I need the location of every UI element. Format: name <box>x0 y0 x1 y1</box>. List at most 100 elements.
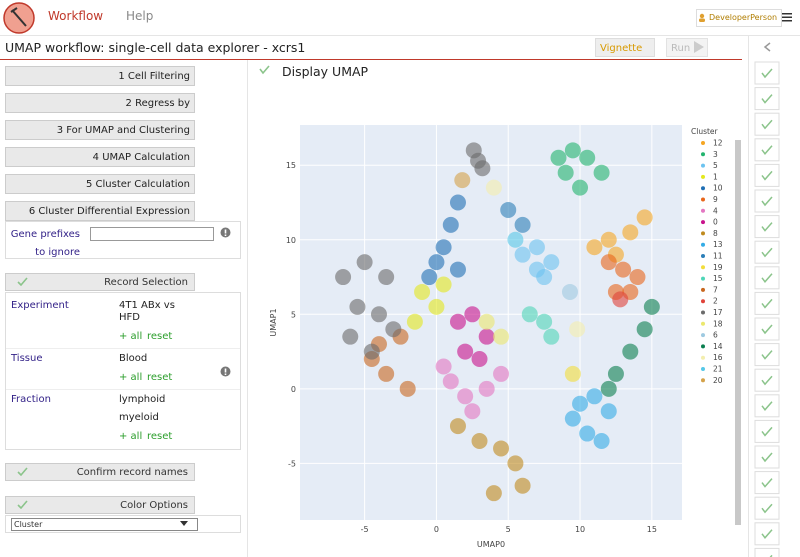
legend-label: 3 <box>713 150 718 159</box>
legend-label: 21 <box>713 365 723 374</box>
legend-label: 1 <box>713 172 718 181</box>
nav-workflow[interactable]: Workflow <box>48 9 104 23</box>
point <box>378 365 395 382</box>
field-value[interactable]: Blood <box>119 353 148 364</box>
point <box>593 433 610 449</box>
scrollbar[interactable] <box>735 140 741 525</box>
run-button[interactable]: Run <box>666 38 708 57</box>
point <box>435 358 452 375</box>
confirm-header[interactable]: Confirm record names <box>5 463 195 481</box>
field-label: Fraction <box>11 394 51 405</box>
menu-icon[interactable] <box>782 12 792 22</box>
reset-link[interactable]: reset <box>147 372 173 383</box>
point <box>521 306 538 323</box>
color-options-box <box>5 515 241 533</box>
point <box>600 380 617 397</box>
all-link[interactable]: + all <box>119 331 143 342</box>
point <box>593 164 610 181</box>
step-button[interactable]: 6 Cluster Differential Expression <box>5 201 195 221</box>
collapse-icon[interactable] <box>763 42 771 52</box>
point <box>543 328 560 345</box>
point <box>478 380 495 397</box>
point <box>636 321 653 338</box>
check-icon <box>761 273 773 283</box>
legend-marker <box>701 310 705 315</box>
point <box>586 388 603 405</box>
y-tick-label: -5 <box>288 459 296 468</box>
step-button[interactable]: 4 UMAP Calculation <box>5 147 195 167</box>
legend-marker <box>701 344 705 349</box>
title-underline <box>0 59 742 60</box>
reset-link[interactable]: reset <box>147 331 173 342</box>
reset-link[interactable]: reset <box>147 431 173 442</box>
point <box>449 313 466 330</box>
user-button[interactable]: DeveloperPerson <box>696 9 783 27</box>
record-selection-header[interactable]: Record Selection <box>5 273 195 291</box>
point <box>349 298 366 315</box>
legend-label: 8 <box>713 229 718 238</box>
point <box>449 261 466 278</box>
legend-label: 6 <box>713 331 718 340</box>
step-button[interactable]: 1 Cell Filtering <box>5 66 195 86</box>
step-status <box>754 112 780 136</box>
step-status <box>754 138 780 162</box>
gene-prefix-input[interactable] <box>90 227 214 241</box>
color-options-header[interactable]: Color Options <box>5 496 195 514</box>
plot-title: Display UMAP <box>282 64 369 79</box>
step-button[interactable]: 2 Regress by <box>5 93 195 113</box>
point <box>622 224 639 241</box>
field-value[interactable]: lymphoid <box>119 394 166 405</box>
help-icon[interactable] <box>220 227 231 238</box>
step-button[interactable]: 3 For UMAP and Clustering <box>5 120 195 140</box>
legend-marker <box>701 163 705 168</box>
logo[interactable] <box>3 2 35 34</box>
record-selection-box <box>5 292 241 450</box>
point <box>471 433 488 449</box>
step-button[interactable]: 5 Cluster Calculation <box>5 174 195 194</box>
point <box>528 239 545 256</box>
point <box>629 269 646 286</box>
field-value[interactable]: myeloid <box>119 412 159 423</box>
point <box>449 194 466 211</box>
all-link[interactable]: + all <box>119 431 143 442</box>
legend-title: Cluster <box>691 127 719 136</box>
step-status <box>754 317 780 341</box>
point <box>643 298 660 315</box>
all-link[interactable]: + all <box>119 372 143 383</box>
check-icon <box>761 478 773 488</box>
check-icon <box>761 324 773 335</box>
point <box>607 365 624 382</box>
point <box>600 254 617 271</box>
check-icon <box>761 350 773 360</box>
help-icon[interactable] <box>220 366 231 377</box>
point <box>572 395 589 412</box>
point <box>442 216 459 233</box>
point <box>356 254 373 271</box>
legend-label: 0 <box>713 218 718 227</box>
x-tick-label: -5 <box>361 525 369 534</box>
point <box>454 172 471 189</box>
check-icon <box>761 426 773 437</box>
legend-marker <box>701 254 705 258</box>
color-select[interactable]: Cluster <box>11 518 198 531</box>
point <box>564 142 581 159</box>
step-status <box>754 496 780 520</box>
vignette-button[interactable]: Vignette <box>595 38 655 57</box>
field-value[interactable]: 4T1 ABx vs HFD <box>119 300 175 323</box>
point <box>414 283 431 300</box>
point <box>363 343 380 360</box>
legend-marker <box>701 276 705 281</box>
field-label: Experiment <box>11 300 69 311</box>
point <box>385 321 402 338</box>
point <box>493 328 510 345</box>
legend-label: 10 <box>713 184 723 193</box>
gene-prefix-label: Gene prefixes to ignore <box>10 229 80 258</box>
point <box>600 231 617 248</box>
check-icon <box>761 145 773 155</box>
check-icon <box>761 298 773 309</box>
y-tick-label: 10 <box>286 236 296 245</box>
nav-help[interactable]: Help <box>126 9 154 23</box>
point <box>514 216 531 233</box>
point <box>428 298 445 315</box>
check-icon <box>761 247 773 258</box>
